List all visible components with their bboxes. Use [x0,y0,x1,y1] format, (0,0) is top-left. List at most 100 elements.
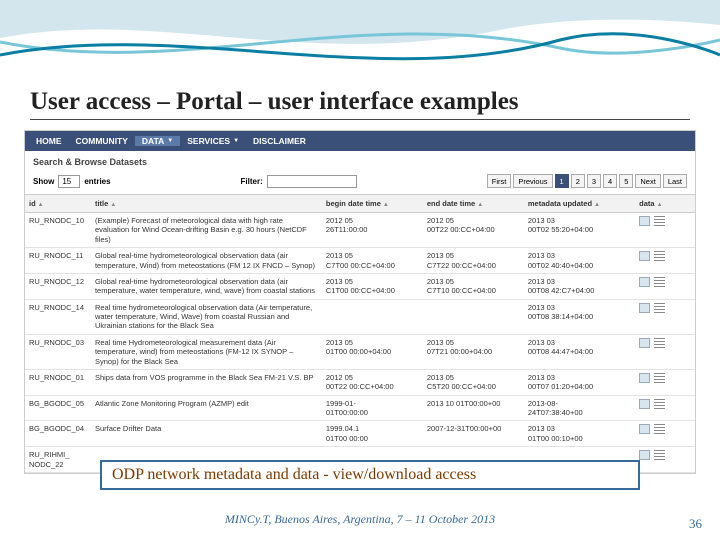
cell-meta: 2013 03 00T08 42:C7+04:00 [524,273,635,299]
cell-end: 2013 05 C7T22 00:CC+04:00 [423,248,524,274]
slide-title: User access – Portal – user interface ex… [30,88,690,120]
col-header-title[interactable]: title▲ [91,195,322,213]
cell-begin: 2013 05 01T00 00:00+04:00 [322,334,423,369]
cell-end: 2007-12-31T00:00+00 [423,421,524,447]
cell-data [635,299,695,334]
cell-end: 2013 10 01T00:00+00 [423,395,524,421]
sort-icon: ▲ [477,202,483,208]
cell-id: RU_RIHMI_ NODC_22 [25,447,91,473]
table-row: RU_RNODC_14Real time hydrometeorological… [25,299,695,334]
section-title: Search & Browse Datasets [25,151,695,171]
page-4[interactable]: 4 [603,174,617,188]
cell-title: (Example) Forecast of meteorological dat… [91,213,322,248]
nav-item-community[interactable]: COMMUNITY [69,136,135,146]
sort-icon: ▲ [383,202,389,208]
cell-data [635,334,695,369]
cell-end [423,299,524,334]
cell-data [635,421,695,447]
cell-data [635,447,695,473]
col-header-id[interactable]: id▲ [25,195,91,213]
chevron-down-icon: ▼ [167,138,173,144]
cell-title: Surface Drifter Data [91,421,322,447]
cell-begin: 2013 05 C7T00 00:CC+04:00 [322,248,423,274]
download-icon[interactable] [654,450,665,460]
cell-meta: 2013 03 00T08 44:47+04:00 [524,334,635,369]
col-header-end[interactable]: end date time▲ [423,195,524,213]
page-1[interactable]: 1 [555,174,569,188]
cell-title: Real time hydrometeorological observatio… [91,299,322,334]
page-first[interactable]: First [487,174,512,188]
nav-item-services[interactable]: SERVICES▼ [180,136,246,146]
page-5[interactable]: 5 [619,174,633,188]
col-header-begin[interactable]: begin date time▲ [322,195,423,213]
metadata-icon[interactable] [639,450,650,460]
cell-id: RU_RNODC_14 [25,299,91,334]
metadata-icon[interactable] [639,216,650,226]
metadata-icon[interactable] [639,424,650,434]
download-icon[interactable] [654,277,665,287]
cell-data [635,369,695,395]
cell-id: RU_RNODC_11 [25,248,91,274]
page-next[interactable]: Next [635,174,660,188]
nav-item-home[interactable]: HOME [29,136,69,146]
page-previous[interactable]: Previous [513,174,552,188]
download-icon[interactable] [654,338,665,348]
page-2[interactable]: 2 [571,174,585,188]
cell-title: Real time Hydrometeorological measuremen… [91,334,322,369]
page-last[interactable]: Last [663,174,687,188]
cell-meta: 2013-08- 24T07:38:40+00 [524,395,635,421]
metadata-icon[interactable] [639,277,650,287]
sort-icon: ▲ [110,202,116,208]
download-icon[interactable] [654,216,665,226]
chevron-down-icon: ▼ [233,138,239,144]
cell-begin: 1999-01- 01T00:00:00 [322,395,423,421]
table-controls: Show entries Filter: FirstPrevious12345N… [25,171,695,194]
download-icon[interactable] [654,303,665,313]
metadata-icon[interactable] [639,338,650,348]
table-body: RU_RNODC_10(Example) Forecast of meteoro… [25,213,695,473]
filter-label: Filter: [241,177,263,186]
metadata-icon[interactable] [639,251,650,261]
download-icon[interactable] [654,424,665,434]
cell-data [635,395,695,421]
cell-id: RU_RNODC_10 [25,213,91,248]
page-number: 36 [689,516,702,532]
cell-end: 2013 05 07T21 00:00+04:00 [423,334,524,369]
col-header-data[interactable]: data▲ [635,195,695,213]
cell-meta: 2013 03 00T08 38:14+04:00 [524,299,635,334]
show-entries-input[interactable] [58,175,80,188]
cell-meta: 2013 03 01T00 00:10+00 [524,421,635,447]
sort-icon: ▲ [657,202,663,208]
cell-data [635,273,695,299]
cell-id: RU_RNODC_01 [25,369,91,395]
download-icon[interactable] [654,373,665,383]
download-icon[interactable] [654,399,665,409]
cell-title: Global real-time hydrometeorological obs… [91,248,322,274]
table-row: RU_RNODC_03Real time Hydrometeorological… [25,334,695,369]
col-header-meta[interactable]: metadata updated▲ [524,195,635,213]
pagination: FirstPrevious12345NextLast [487,174,687,188]
cell-id: RU_RNODC_12 [25,273,91,299]
table-row: BG_BGODC_04Surface Drifter Data1999.04.1… [25,421,695,447]
datasets-table: id▲title▲begin date time▲end date time▲m… [25,194,695,473]
show-label: Show [33,177,54,186]
metadata-icon[interactable] [639,303,650,313]
metadata-icon[interactable] [639,373,650,383]
header-wave [0,0,720,95]
cell-meta: 2013 03 00T02 55:20+04:00 [524,213,635,248]
nav-item-data[interactable]: DATA▼ [135,136,180,146]
download-icon[interactable] [654,251,665,261]
cell-begin [322,299,423,334]
slide-footer: MINCy.T, Buenos Aires, Argentina, 7 – 11… [0,512,720,527]
cell-meta: 2013 03 00T07 01:20+04:00 [524,369,635,395]
cell-id: BG_BGODC_04 [25,421,91,447]
cell-data [635,248,695,274]
nav-item-disclaimer[interactable]: DISCLAIMER [246,136,313,146]
metadata-icon[interactable] [639,399,650,409]
table-row: BG_BGODC_05Atlantic Zone Monitoring Prog… [25,395,695,421]
page-3[interactable]: 3 [587,174,601,188]
table-row: RU_RNODC_11Global real-time hydrometeoro… [25,248,695,274]
cell-id: BG_BGODC_05 [25,395,91,421]
filter-input[interactable] [267,175,357,188]
table-row: RU_RNODC_12Global real-time hydrometeoro… [25,273,695,299]
